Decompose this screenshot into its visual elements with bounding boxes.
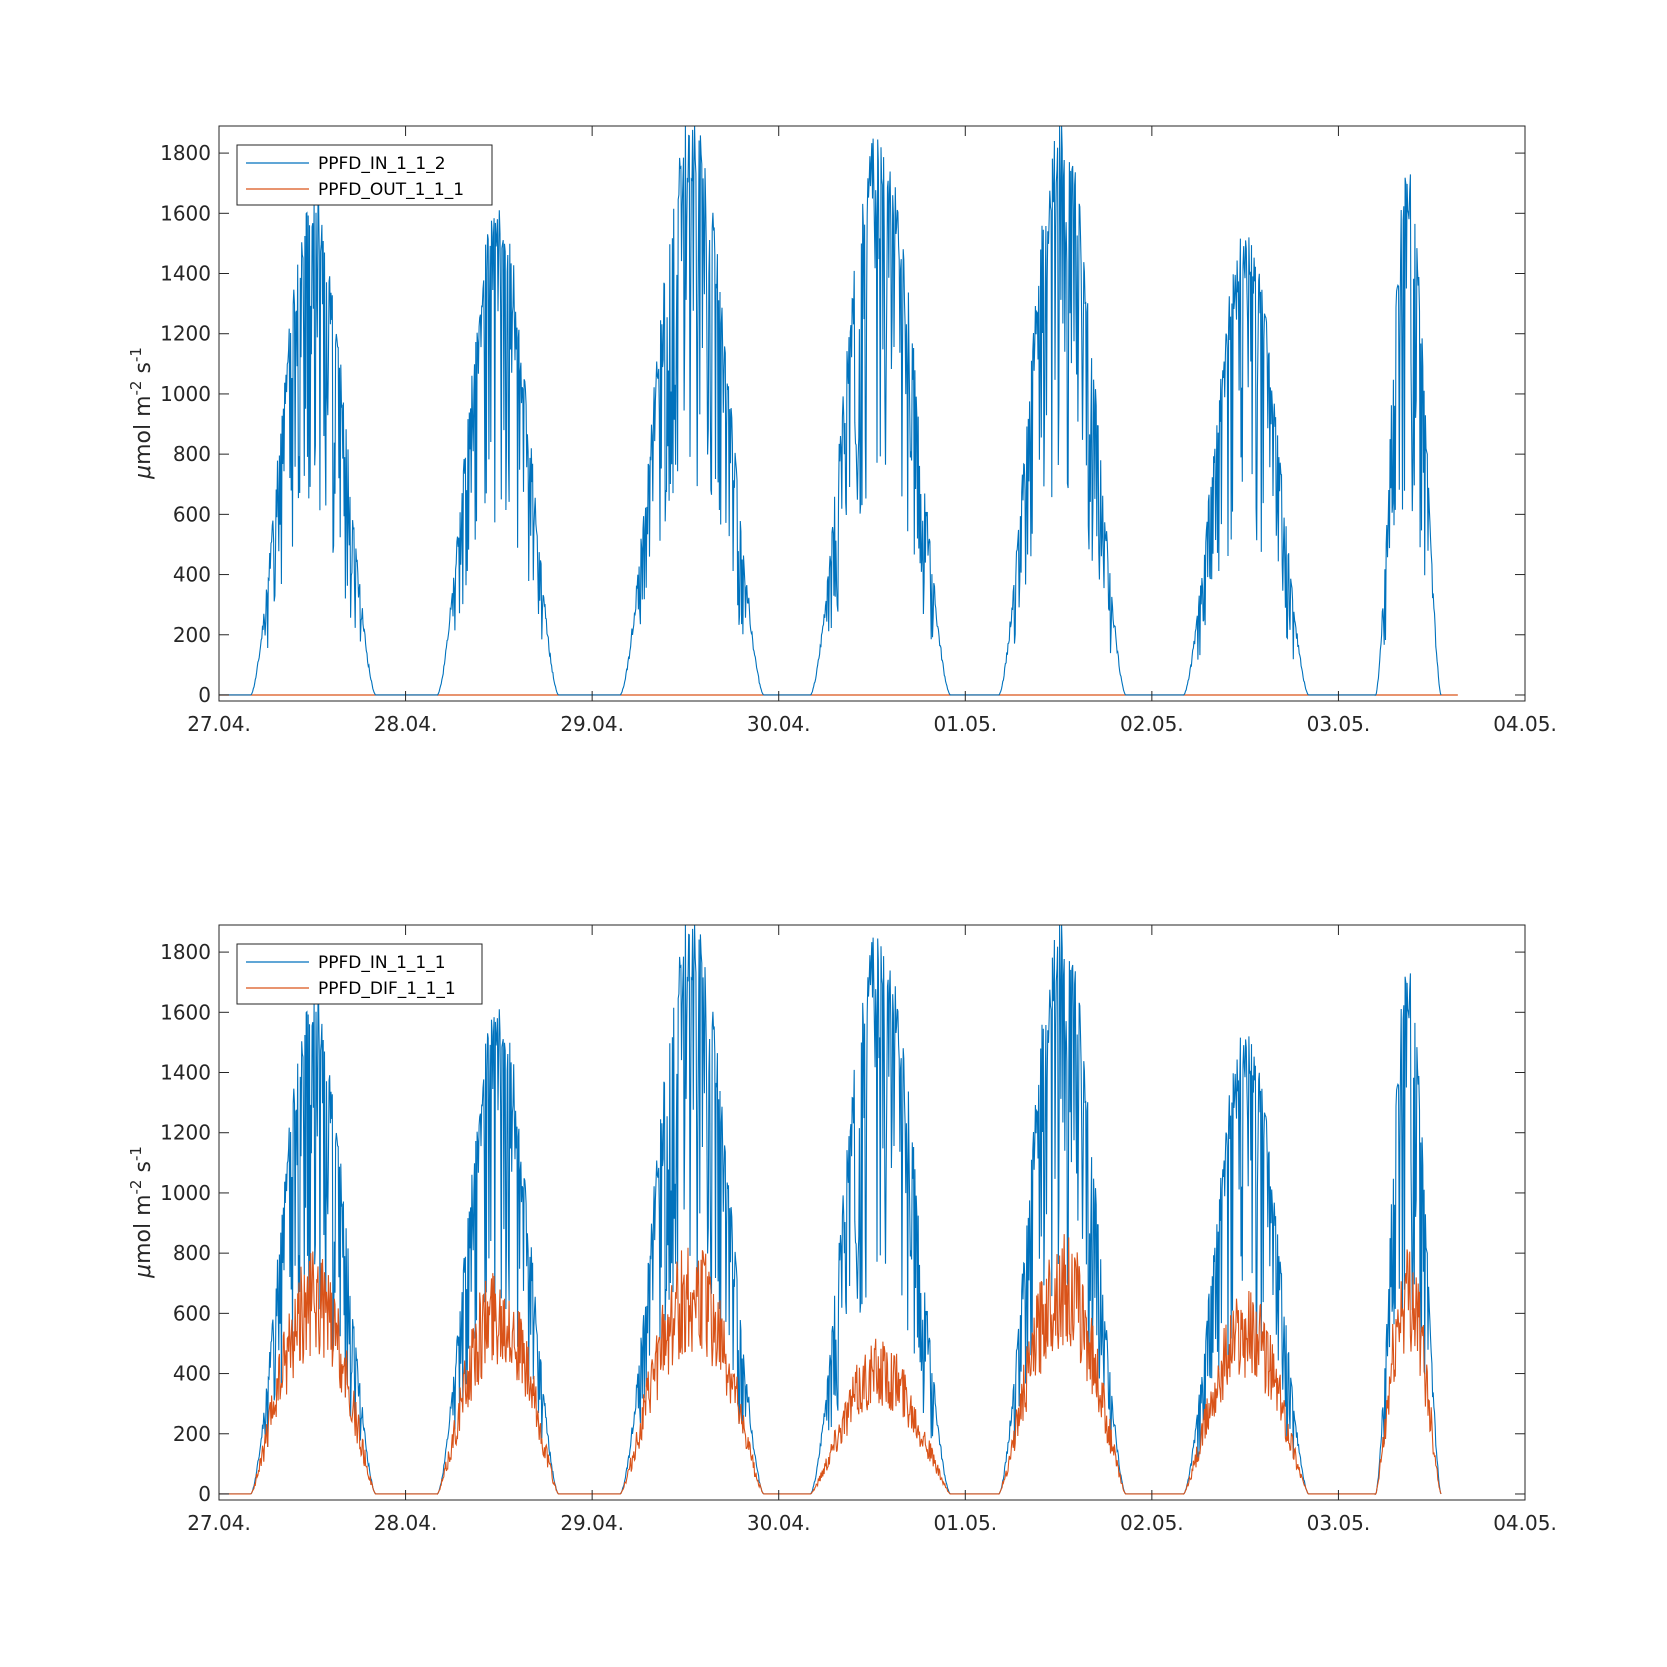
y-tick-label: 1800: [160, 141, 211, 165]
bottom-legend-label-in: PPFD_IN_1_1_1: [318, 953, 446, 973]
bottom-axes-box: [218, 924, 1526, 1501]
y-tick-label: 1600: [160, 201, 211, 225]
y-tick-label: 1400: [160, 262, 211, 286]
top-legend-label-out: PPFD_OUT_1_1_1: [318, 180, 464, 200]
y-tick-label: 0: [198, 683, 211, 707]
bottom-chart-panel: 27.04. 28.04. 29.04. 30.04. 01.05. 02.05. 03.0…: [127, 924, 1557, 1535]
top-legend-label-in: PPFD_IN_1_1_2: [318, 154, 446, 174]
bottom-legend-label-dif: PPFD_DIF_1_1_1: [318, 979, 456, 999]
x-tick-label: 02.05.: [1120, 712, 1184, 736]
bottom-series-group: [219, 924, 1442, 1496]
top-axes-box: [218, 125, 1526, 702]
top-ylabel-body: mol m: [131, 395, 156, 464]
top-ticks: 27.04. 28.04. 29.04. 30.04. 01.05. 02.05. 03.0…: [160, 126, 1557, 736]
y-tick-label: 1200: [160, 322, 211, 346]
top-legend: PPFD_IN_1_1_2 PPFD_OUT_1_1_1: [236, 144, 493, 206]
bottom-ylabel-mid: s: [131, 1161, 156, 1179]
x-tick-label: 30.04.: [747, 712, 811, 736]
y-tick-label: 200: [173, 623, 211, 647]
x-tick-label: 03.05.: [1307, 712, 1371, 736]
bottom-y-axis-label: μmol m-2 s-1: [127, 1146, 156, 1279]
x-tick-label: 27.04.: [187, 712, 251, 736]
y-tick-label: 1800: [160, 940, 211, 964]
x-tick-label: 27.04.: [187, 1511, 251, 1535]
y-tick-label: 0: [198, 1482, 211, 1506]
series-in-line: [219, 125, 1442, 697]
x-tick-label: 28.04.: [374, 1511, 438, 1535]
top-ylabel-exp2: -1: [127, 347, 145, 362]
y-tick-label: 1400: [160, 1061, 211, 1085]
bottom-plot-area: [219, 925, 1525, 1500]
top-y-axis-label: μmol m-2 s-1: [127, 347, 156, 480]
top-ylabel-mu: μ: [131, 465, 156, 480]
top-plot-area: [219, 126, 1525, 701]
x-tick-label: 28.04.: [374, 712, 438, 736]
series-in-line: [219, 924, 1442, 1496]
y-tick-label: 1600: [160, 1000, 211, 1024]
y-tick-label: 1000: [160, 382, 211, 406]
x-tick-label: 01.05.: [933, 1511, 997, 1535]
y-tick-label: 1000: [160, 1181, 211, 1205]
x-tick-label: 02.05.: [1120, 1511, 1184, 1535]
y-tick-label: 800: [173, 442, 211, 466]
top-ylabel-mid: s: [131, 362, 156, 380]
bottom-ticks: 27.04. 28.04. 29.04. 30.04. 01.05. 02.05. 03.0…: [160, 925, 1557, 1535]
top-legend-box: [236, 144, 493, 206]
x-tick-label: 30.04.: [747, 1511, 811, 1535]
bottom-ylabel-mu: μ: [131, 1264, 156, 1279]
x-tick-label: 03.05.: [1307, 1511, 1371, 1535]
top-chart-panel: 27.04. 28.04. 29.04. 30.04. 01.05. 02.05. 03.0…: [127, 125, 1557, 736]
x-tick-label: 29.04.: [560, 1511, 624, 1535]
x-tick-label: 04.05.: [1493, 1511, 1557, 1535]
x-tick-label: 04.05.: [1493, 712, 1557, 736]
x-tick-label: 29.04.: [560, 712, 624, 736]
series-dif-line: [219, 1234, 1442, 1496]
bottom-legend-box: [236, 943, 483, 1005]
y-tick-label: 200: [173, 1422, 211, 1446]
y-tick-label: 600: [173, 502, 211, 526]
y-tick-label: 400: [173, 563, 211, 587]
bottom-legend: PPFD_IN_1_1_1 PPFD_DIF_1_1_1: [236, 943, 483, 1005]
bottom-ylabel-exp2: -1: [127, 1146, 145, 1161]
top-ylabel-exp1: -2: [127, 381, 145, 396]
bottom-ylabel-exp1: -2: [127, 1180, 145, 1195]
y-tick-label: 800: [173, 1241, 211, 1265]
top-series-group: [219, 125, 1458, 697]
y-tick-label: 400: [173, 1362, 211, 1386]
x-tick-label: 01.05.: [933, 712, 997, 736]
bottom-ylabel-body: mol m: [131, 1194, 156, 1263]
y-tick-label: 600: [173, 1301, 211, 1325]
y-tick-label: 1200: [160, 1121, 211, 1145]
